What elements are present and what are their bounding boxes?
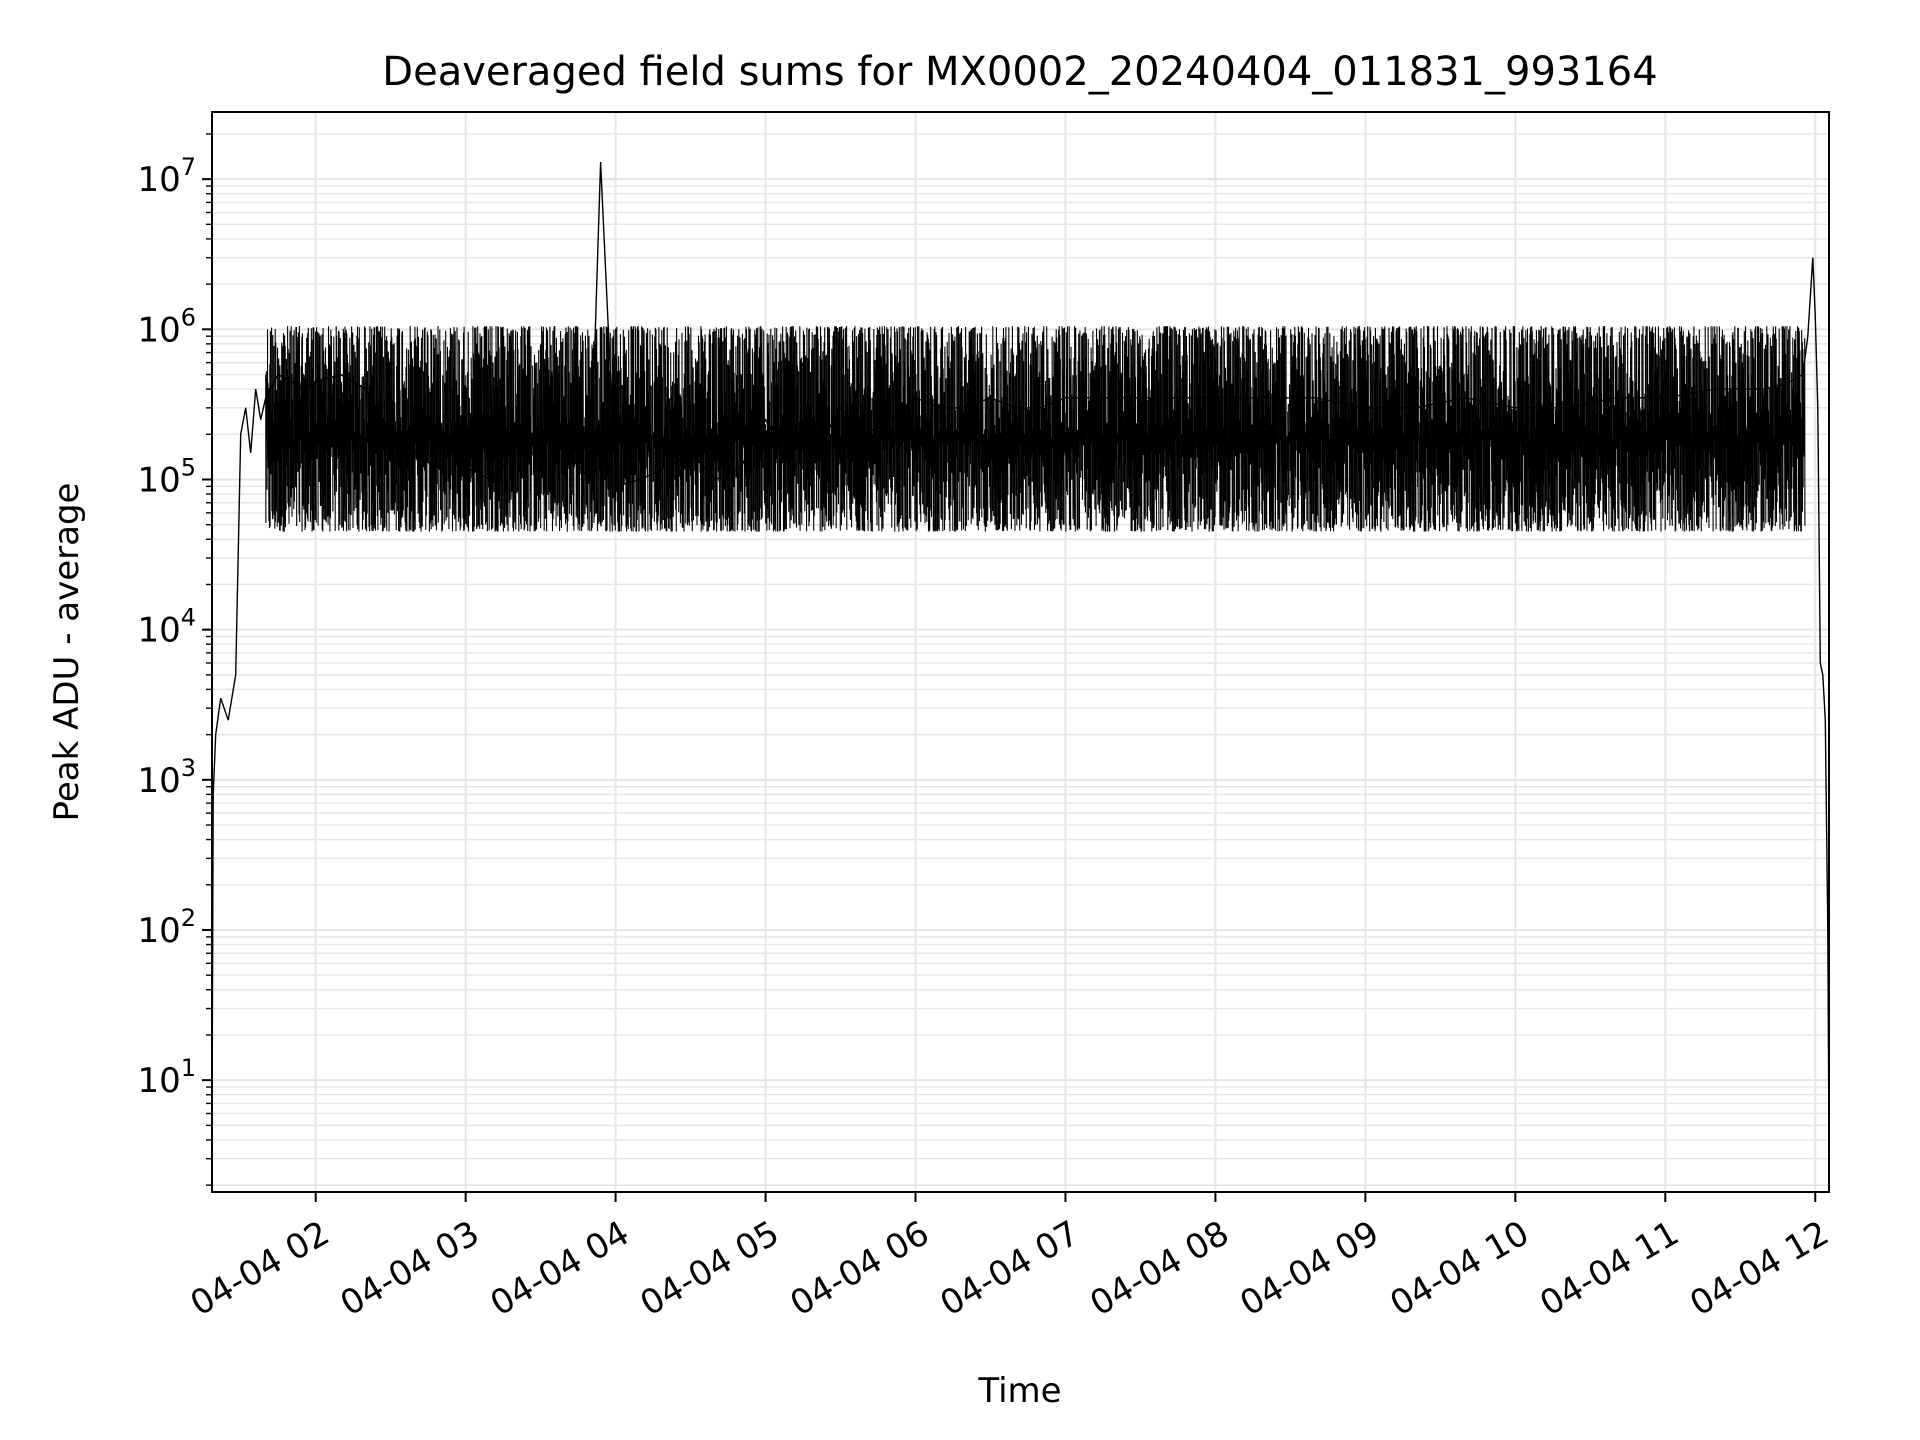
x-tick-label: 04-04 11 xyxy=(1533,1213,1685,1324)
x-tick-label: 04-04 05 xyxy=(634,1213,786,1324)
series-noise-band xyxy=(265,326,1806,532)
y-tick-label: 106 xyxy=(137,303,196,350)
series-noise-path xyxy=(265,326,1806,532)
y-axis: 101 102 103 104 105 106 107 xyxy=(137,133,212,1186)
x-tick-label: 04-04 07 xyxy=(934,1213,1086,1324)
y-axis-label: Peak ADU - average xyxy=(47,483,87,822)
x-tick-label: 04-04 08 xyxy=(1084,1213,1236,1324)
x-axis-label: Time xyxy=(977,1371,1061,1411)
x-tick-label: 04-04 09 xyxy=(1233,1213,1385,1324)
y-tick-label: 102 xyxy=(137,904,196,951)
x-tick-label: 04-04 12 xyxy=(1683,1213,1835,1324)
y-tick-label: 101 xyxy=(137,1054,196,1101)
series-line xyxy=(211,161,1830,1149)
y-tick-label: 107 xyxy=(137,153,196,200)
grid xyxy=(212,112,1829,1192)
x-tick-label: 04-04 10 xyxy=(1383,1213,1535,1324)
chart-title: Deaveraged field sums for MX0002_2024040… xyxy=(382,49,1657,95)
y-tick-label: 103 xyxy=(137,754,196,801)
x-tick-label: 04-04 03 xyxy=(334,1213,486,1324)
x-tick-label: 04-04 02 xyxy=(184,1213,336,1324)
x-tick-label: 04-04 06 xyxy=(784,1213,936,1324)
plot-frame xyxy=(211,111,1830,1193)
y-tick-label: 105 xyxy=(137,453,196,500)
y-tick-label: 104 xyxy=(137,604,196,651)
x-tick-label: 04-04 04 xyxy=(484,1213,636,1324)
